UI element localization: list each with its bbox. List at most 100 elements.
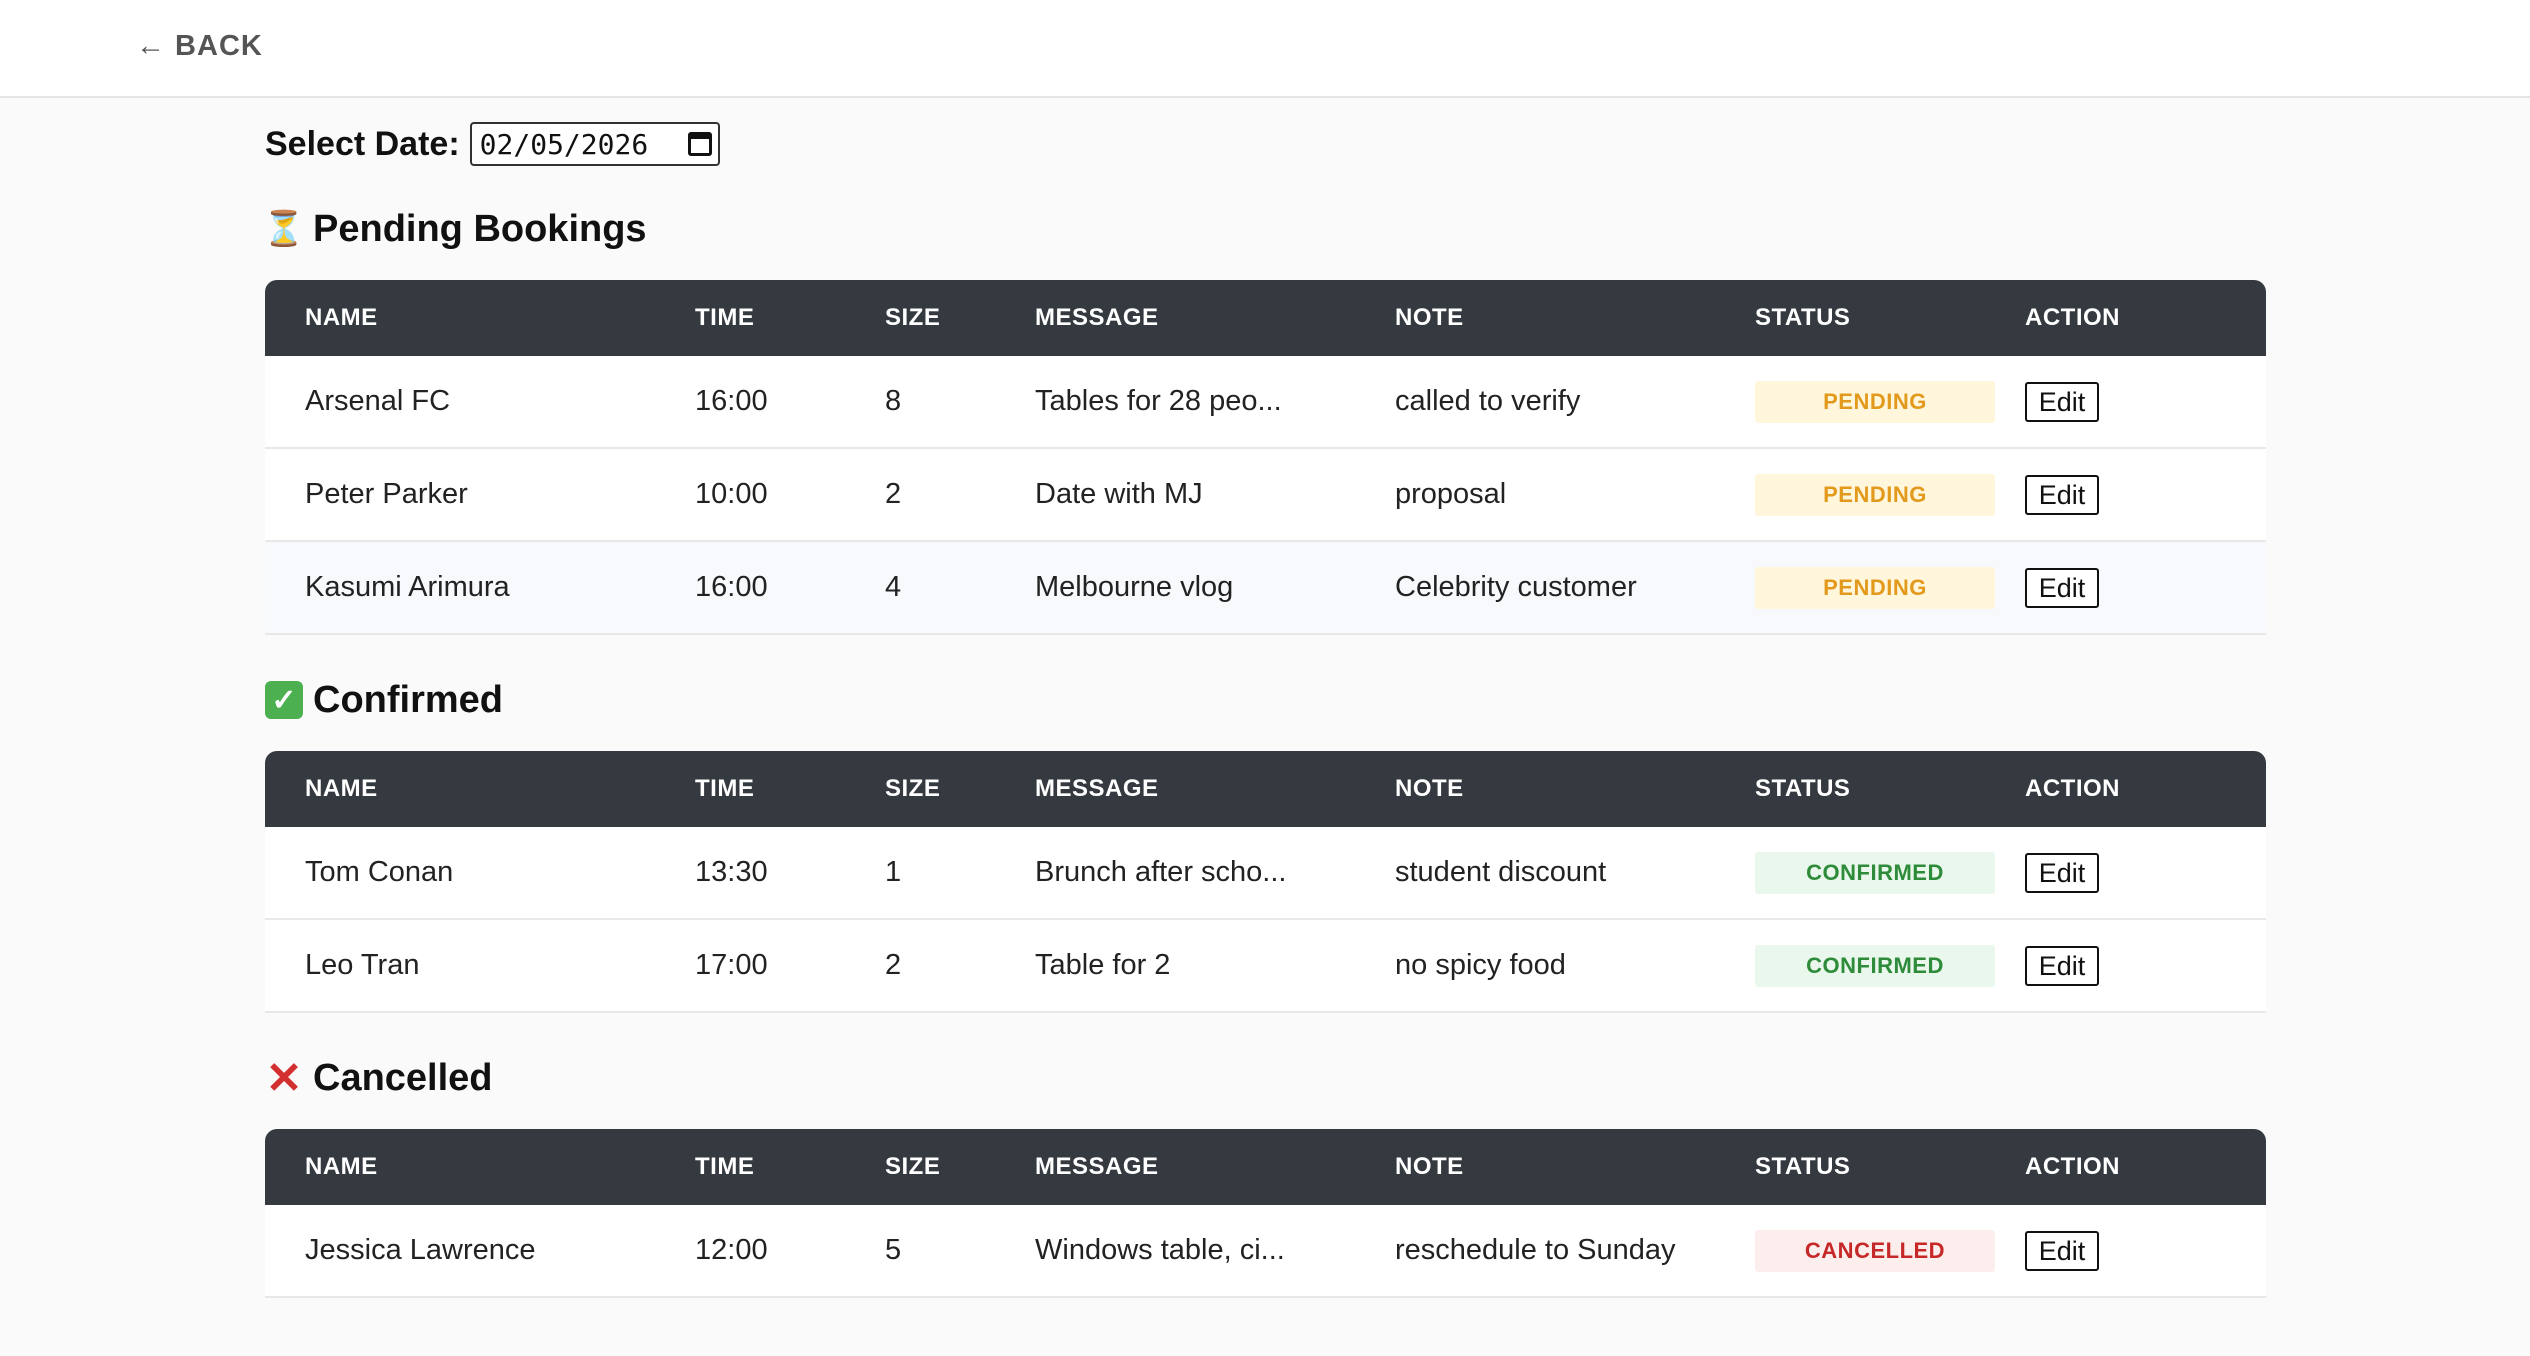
cell-size: 4 [845,541,995,635]
column-header-note: NOTE [1355,280,1715,356]
status-badge: PENDING [1755,473,1995,516]
edit-button[interactable]: Edit [2025,381,2099,422]
confirmed-table: NAME TIME SIZE MESSAGE NOTE STATUS ACTION Tom … [265,751,2266,1013]
cell-status: PENDING [1715,356,1995,449]
top-bar: ← BACK [0,0,2530,98]
cell-name: Arsenal FC [265,356,655,449]
cell-time: 13:30 [655,827,845,920]
table-row: Peter Parker 10:00 2 Date with MJ proposal PE… [265,448,2266,542]
column-header-note: NOTE [1355,1129,1715,1205]
edit-button[interactable]: Edit [2025,945,2099,986]
column-header-status: STATUS [1715,1129,1985,1205]
cell-note: student discount [1355,827,1715,920]
cancelled-section-title: ✕ Cancelled [265,1053,2266,1103]
status-badge: CONFIRMED [1755,944,1995,987]
cell-note: called to verify [1355,356,1715,449]
column-header-time: TIME [655,280,845,356]
cell-status: CONFIRMED [1715,827,1995,920]
check-mark-icon: ✓ [265,681,303,719]
column-header-time: TIME [655,1129,845,1205]
status-badge: PENDING [1755,380,1995,423]
cell-action: Edit [1985,356,2266,449]
column-header-message: MESSAGE [995,280,1355,356]
column-header-action: ACTION [1985,751,2266,827]
cell-note: proposal [1355,448,1715,542]
edit-button[interactable]: Edit [2025,852,2099,893]
table-row: Kasumi Arimura 16:00 4 Melbourne vlog Celebr… [265,541,2266,635]
cell-note: Celebrity customer [1355,541,1715,635]
date-label: Select Date: [265,124,460,163]
column-header-size: SIZE [845,751,995,827]
table-row: Tom Conan 13:30 1 Brunch after scho... stude… [265,827,2266,920]
calendar-icon[interactable] [687,132,712,156]
column-header-name: NAME [265,751,655,827]
cancelled-title-text: Cancelled [313,1056,493,1099]
cell-size: 5 [845,1205,995,1298]
table-row: Arsenal FC 16:00 8 Tables for 28 peo... call… [265,356,2266,449]
column-header-status: STATUS [1715,280,1985,356]
cell-size: 2 [845,448,995,542]
column-header-message: MESSAGE [995,1129,1355,1205]
cell-message: Table for 2 [995,919,1355,1013]
cell-name: Tom Conan [265,827,655,920]
edit-button[interactable]: Edit [2025,1230,2099,1271]
column-header-time: TIME [655,751,845,827]
pending-title-text: Pending Bookings [313,207,647,250]
date-value: 02/05/2026 [479,127,649,161]
table-row: Jessica Lawrence 12:00 5 Windows table, ci.… [265,1205,2266,1298]
cell-time: 10:00 [655,448,845,542]
table-header-row: NAME TIME SIZE MESSAGE NOTE STATUS ACTION [265,751,2266,827]
cell-action: Edit [1985,1205,2266,1298]
cell-status: CANCELLED [1715,1205,1995,1298]
cell-status: PENDING [1715,541,1995,635]
cell-action: Edit [1985,919,2266,1013]
cell-message: Date with MJ [995,448,1355,542]
column-header-action: ACTION [1985,1129,2266,1205]
cell-name: Jessica Lawrence [265,1205,655,1298]
cell-size: 8 [845,356,995,449]
main-content: Select Date: 02/05/2026 ⏳ Pending Bookin… [262,98,2266,1298]
cell-name: Kasumi Arimura [265,541,655,635]
cell-size: 1 [845,827,995,920]
cell-action: Edit [1985,541,2266,635]
cell-status: CONFIRMED [1715,919,1995,1013]
column-header-size: SIZE [845,1129,995,1205]
cell-message: Tables for 28 peo... [995,356,1355,449]
cell-action: Edit [1985,448,2266,542]
column-header-name: NAME [265,280,655,356]
cell-name: Leo Tran [265,919,655,1013]
cross-mark-icon: ✕ [265,1053,303,1103]
column-header-name: NAME [265,1129,655,1205]
back-button[interactable]: ← BACK [136,30,263,62]
column-header-status: STATUS [1715,751,1985,827]
confirmed-title-text: Confirmed [313,678,503,721]
status-badge: CANCELLED [1755,1229,1995,1272]
edit-button[interactable]: Edit [2025,474,2099,515]
column-header-note: NOTE [1355,751,1715,827]
cell-message: Melbourne vlog [995,541,1355,635]
status-badge: PENDING [1755,566,1995,609]
pending-section-title: ⏳ Pending Bookings [262,204,2266,254]
cell-time: 17:00 [655,919,845,1013]
cell-time: 16:00 [655,541,845,635]
date-input[interactable]: 02/05/2026 [469,122,720,166]
cell-message: Brunch after scho... [995,827,1355,920]
date-selector: Select Date: 02/05/2026 [265,122,2266,166]
cell-note: reschedule to Sunday [1355,1205,1715,1298]
column-header-action: ACTION [1985,280,2266,356]
edit-button[interactable]: Edit [2025,567,2099,608]
pending-table: NAME TIME SIZE MESSAGE NOTE STATUS ACTION Arse… [265,280,2266,635]
status-badge: CONFIRMED [1755,851,1995,894]
column-header-size: SIZE [845,280,995,356]
table-header-row: NAME TIME SIZE MESSAGE NOTE STATUS ACTION [265,280,2266,356]
confirmed-section-title: ✓ Confirmed [265,675,2266,725]
hourglass-icon: ⏳ [262,210,306,248]
cell-time: 12:00 [655,1205,845,1298]
cancelled-table: NAME TIME SIZE MESSAGE NOTE STATUS ACTION Jess… [265,1129,2266,1298]
cell-time: 16:00 [655,356,845,449]
cell-note: no spicy food [1355,919,1715,1013]
table-row: Leo Tran 17:00 2 Table for 2 no spicy food CO… [265,919,2266,1013]
cell-action: Edit [1985,827,2266,920]
table-header-row: NAME TIME SIZE MESSAGE NOTE STATUS ACTION [265,1129,2266,1205]
cell-name: Peter Parker [265,448,655,542]
